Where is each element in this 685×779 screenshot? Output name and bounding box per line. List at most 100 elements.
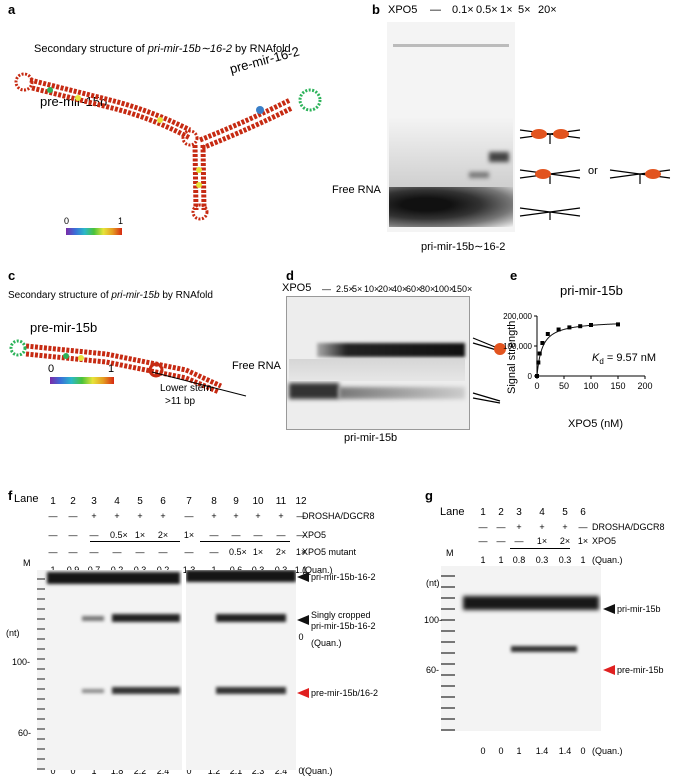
panel-g-size-60: 60- xyxy=(426,665,440,675)
panel-f-xpo5-mark: 1× xyxy=(134,530,146,540)
panel-f-drosha-mark: + xyxy=(255,511,261,521)
panel-f-lane-number: 1 xyxy=(50,496,56,507)
panel-f-xpo5-mark: — xyxy=(68,530,78,540)
panel-c-title: Secondary structure of pri-mir-15b by RN… xyxy=(8,290,213,301)
panel-g-quan-bottom: 1.4 xyxy=(535,746,549,756)
panel-g-drosha-mark: — xyxy=(478,522,488,532)
panel-f-lane-label: Lane xyxy=(14,493,39,505)
panel-g-gel xyxy=(441,566,601,731)
panel-f-lane-number: 5 xyxy=(137,496,143,507)
panel-f-drosha-mark: + xyxy=(211,511,217,521)
panel-a-letter: a xyxy=(8,2,16,17)
panel-f-lane-number: 6 xyxy=(160,496,166,507)
data-point xyxy=(556,327,561,332)
panel-f-mutant-mark: — xyxy=(89,547,99,557)
panel-f-lane-number: 3 xyxy=(91,496,97,507)
y-tick-label: 100,000 xyxy=(503,342,532,351)
x-tick-label: 50 xyxy=(559,381,569,391)
panel-g-quan-top: 1 xyxy=(580,555,586,565)
x-tick-label: 200 xyxy=(637,381,652,391)
panel-f-lane-number: 4 xyxy=(114,496,120,507)
panel-f-mutant-label: XPO5 mutant xyxy=(302,547,357,557)
x-tick-label: 150 xyxy=(610,381,625,391)
y-tick-label: 0 xyxy=(528,372,533,381)
panel-f-mutant-mark: — xyxy=(158,547,168,557)
panel-d-letter: d xyxy=(286,268,294,283)
panel-b-gel xyxy=(387,22,515,232)
panel-c-letter: c xyxy=(8,268,16,283)
panel-b-free-rna: Free RNA xyxy=(332,184,381,196)
panel-g-quan-label-bottom: (Quan.) xyxy=(592,746,623,756)
panel-f-size-60: 60- xyxy=(18,728,32,738)
panel-f-mutant-mark: — xyxy=(68,547,78,557)
panel-f-mutant-mark: — xyxy=(48,547,58,557)
panel-c-label: pre-mir-15b xyxy=(30,320,98,335)
panel-g-band-pre: pre-mir-15b xyxy=(617,665,664,675)
panel-g-xpo5-label: XPO5 xyxy=(592,536,617,546)
panel-f-drosha-mark: + xyxy=(278,511,284,521)
panel-d-lane-labels: —2.5×5× 10×20×40×60×80×100×150× xyxy=(322,284,473,294)
x-tick-label: 100 xyxy=(583,381,598,391)
panel-f-bracket-xpo5 xyxy=(90,541,180,542)
panel-g-quan-top: 0.3 xyxy=(535,555,549,565)
panel-f-quan-bottom: 0 xyxy=(186,766,192,776)
panel-f-quan-label-mid: (Quan.) xyxy=(311,638,342,648)
panel-g-letter: g xyxy=(425,488,433,503)
panel-f-drosha-mark: — xyxy=(184,511,194,521)
panel-a-title: Secondary structure of pri-mir-15b∼16-2 … xyxy=(34,43,291,55)
panel-g-xpo5-mark: — xyxy=(496,536,506,546)
panel-f-xpo5-mark: — xyxy=(48,530,58,540)
panel-f-band-single-2: pri-mir-15b-16-2 xyxy=(311,621,376,631)
panel-f-band-pre: pre-mir-15b/16-2 xyxy=(311,688,379,698)
panel-f-drosha-mark: + xyxy=(137,511,143,521)
panel-f-arrow-pre xyxy=(297,688,309,698)
panel-a-rna-structure xyxy=(14,72,322,221)
data-point xyxy=(578,324,583,329)
panel-f-marker-label: M xyxy=(23,558,31,568)
panel-b-or: or xyxy=(588,165,598,177)
panel-f-nt-label: (nt) xyxy=(6,628,20,638)
panel-g-drosha-label: DROSHA/DGCR8 xyxy=(592,522,665,532)
panel-g-lane-label: Lane xyxy=(440,506,465,518)
panel-f-lane-number: 11 xyxy=(275,496,287,507)
panel-e-binding-chart: 0 50 100 150 200 0 100,000 200,000 xyxy=(503,312,652,391)
panel-f-mutant-mark: — xyxy=(209,547,219,557)
panel-b-letter: b xyxy=(372,2,380,17)
data-point xyxy=(589,323,593,327)
panel-f-drosha-label: DROSHA/DGCR8 xyxy=(302,511,375,521)
panel-f-drosha-mark: + xyxy=(233,511,239,521)
panel-g-quan-bottom: 1.4 xyxy=(558,746,572,756)
panel-g-band-pri: pri-mir-15b xyxy=(617,604,661,614)
panel-b-caption: pri-mir-15b∼16-2 xyxy=(421,241,506,253)
panel-f-mutant-mark: 0.5× xyxy=(229,547,247,557)
panel-f-xpo5-mark: 2× xyxy=(157,530,169,540)
panel-f-drosha-mark: — xyxy=(296,511,306,521)
panel-g-lane-number: 2 xyxy=(498,507,504,518)
panel-f-size-100: 100- xyxy=(12,657,31,667)
panel-g-quan-bottom: 0 xyxy=(498,746,504,756)
panel-f-xpo5-mark: — xyxy=(296,530,306,540)
panel-c-color-scale xyxy=(50,377,114,384)
panel-g-drosha-mark: + xyxy=(539,522,545,532)
panel-g-drosha-mark: — xyxy=(496,522,506,532)
panel-f-mutant-mark: — xyxy=(135,547,145,557)
panel-f-lane-number: 8 xyxy=(211,496,217,507)
panel-f-lane-number: 7 xyxy=(186,496,192,507)
panel-d-free-rna: Free RNA xyxy=(232,360,281,372)
panel-f-quan-bottom: 2.2 xyxy=(133,766,147,776)
panel-f-quan-bottom: 0 xyxy=(298,766,304,776)
panel-g-quan-top: 0.8 xyxy=(512,555,526,565)
panel-f-xpo5-mark: — xyxy=(209,530,219,540)
panel-g-lane-number: 6 xyxy=(580,507,586,518)
panel-b-complex-icons xyxy=(519,129,671,220)
panel-f-mutant-mark: — xyxy=(184,547,194,557)
panel-g-lane-number: 5 xyxy=(562,507,568,518)
panel-c-scale-max: 1 xyxy=(108,363,115,375)
panel-g-quan-bottom: 0 xyxy=(580,746,586,756)
panel-f-quan-top: 1.1 xyxy=(294,565,308,575)
panel-a-color-scale xyxy=(66,228,122,235)
panel-f-xpo5-mark: — xyxy=(253,530,263,540)
panel-c-lower-stem-bp: >11 bp xyxy=(165,396,196,407)
panel-f-bracket-mutant xyxy=(200,541,290,542)
panel-e-letter: e xyxy=(510,268,518,283)
